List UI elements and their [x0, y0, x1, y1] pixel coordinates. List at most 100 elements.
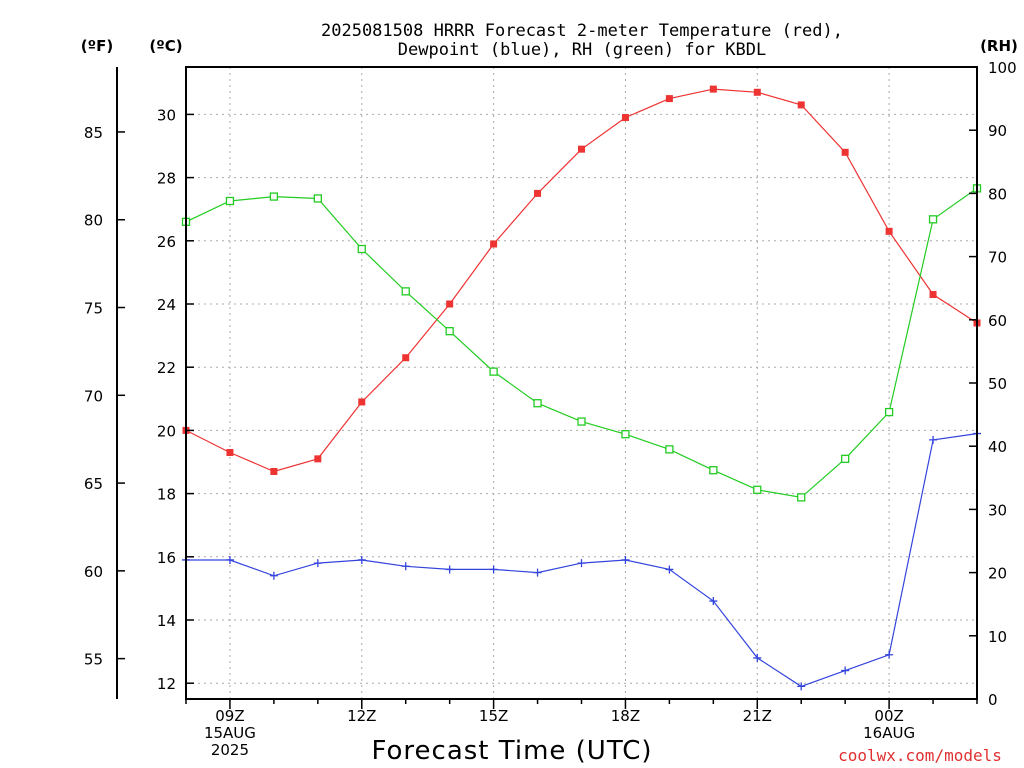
data-point-rh: [621, 430, 630, 439]
data-point-temperature: [709, 85, 717, 93]
data-point-temperature: [665, 95, 673, 103]
data-point-dewpoint: [929, 435, 938, 444]
data-point-temperature: [841, 148, 849, 156]
x-tick-label: 00Z: [874, 707, 903, 725]
data-point-dewpoint: [489, 565, 498, 574]
celsius-tick-label: 28: [157, 170, 176, 188]
data-point-temperature: [929, 291, 937, 299]
data-point-temperature: [314, 455, 322, 463]
rh-tick-label: 0: [988, 691, 998, 709]
rh-tick-label: 100: [988, 59, 1017, 77]
x-tick-label: 2025: [211, 741, 249, 759]
data-point-rh: [445, 327, 454, 336]
celsius-tick-label: 18: [157, 486, 176, 504]
data-point-temperature: [270, 467, 278, 475]
data-point-dewpoint: [665, 565, 674, 574]
rh-tick-label: 90: [988, 122, 1007, 140]
data-point-temperature: [446, 300, 454, 308]
data-point-rh: [753, 485, 762, 494]
data-point-temperature: [578, 145, 585, 153]
data-point-rh: [577, 417, 586, 426]
x-tick-label: 21Z: [743, 707, 772, 725]
celsius-tick-label: 26: [157, 233, 176, 251]
data-point-temperature: [797, 101, 805, 109]
rh-tick-label: 30: [988, 501, 1007, 519]
data-point-rh: [225, 196, 235, 206]
data-point-dewpoint: [401, 562, 410, 571]
series-layer: [181, 85, 982, 691]
data-point-dewpoint: [269, 571, 278, 580]
fahrenheit-tick-label: 75: [84, 300, 103, 318]
data-point-temperature: [226, 449, 234, 457]
x-tick-label: 16AUG: [863, 724, 915, 742]
data-point-temperature: [402, 354, 410, 362]
fahrenheit-tick-label: 60: [84, 563, 103, 581]
fahrenheit-unit-label: (ºF): [81, 37, 113, 55]
data-point-temperature: [885, 227, 893, 235]
data-point-rh: [797, 493, 806, 502]
axes-layer: 12 14 16 18 20 22 24 26 28 30 55 60 65 70 75 80 85 0 10 20 3…: [84, 59, 1017, 759]
data-point-dewpoint: [885, 650, 894, 659]
data-point-dewpoint: [753, 653, 762, 662]
rh-tick-label: 40: [988, 438, 1007, 456]
celsius-tick-label: 30: [157, 106, 176, 124]
data-point-rh: [269, 192, 279, 201]
data-point-dewpoint: [445, 565, 454, 574]
celsius-tick-label: 24: [157, 296, 176, 314]
celsius-tick-label: 16: [157, 549, 176, 567]
credit-text: coolwx.com/models: [838, 746, 1002, 765]
celsius-unit-label: (ºC): [149, 37, 182, 55]
data-point-dewpoint: [797, 682, 806, 691]
x-tick-label: 18Z: [611, 707, 640, 725]
plot-frame: [185, 66, 978, 700]
data-point-rh: [489, 367, 498, 376]
celsius-tick-label: 22: [157, 359, 176, 377]
fahrenheit-tick-label: 85: [84, 124, 103, 142]
data-point-dewpoint: [841, 666, 850, 675]
data-point-dewpoint: [577, 559, 586, 568]
data-point-dewpoint: [533, 568, 542, 577]
x-tick-label: 09Z: [215, 707, 244, 725]
celsius-tick-label: 14: [157, 612, 176, 630]
x-tick-label: 15AUG: [204, 724, 256, 742]
fahrenheit-tick-label: 80: [84, 212, 103, 230]
rh-tick-label: 20: [988, 565, 1007, 583]
chart-title-line-2: Dewpoint (blue), RH (green) for KBDL: [398, 40, 766, 60]
rh-tick-label: 80: [988, 185, 1007, 203]
data-point-temperature: [753, 88, 761, 96]
data-point-dewpoint: [709, 597, 718, 606]
rh-tick-label: 10: [988, 628, 1007, 646]
rh-tick-label: 50: [988, 375, 1007, 393]
x-tick-label: 12Z: [347, 707, 376, 725]
fahrenheit-tick-label: 55: [84, 651, 103, 669]
celsius-tick-label: 12: [157, 675, 176, 693]
data-point-dewpoint: [357, 555, 366, 564]
chart-title-line-1: 2025081508 HRRR Forecast 2-meter Tempera…: [321, 21, 843, 41]
rh-tick-label: 70: [988, 249, 1007, 267]
data-point-rh: [665, 445, 674, 454]
data-point-temperature: [534, 189, 542, 197]
data-point-rh: [884, 407, 894, 417]
grid-lines: [186, 67, 977, 699]
fahrenheit-tick-label: 70: [84, 387, 103, 405]
data-point-rh: [357, 244, 366, 254]
data-point-rh: [709, 466, 718, 475]
data-point-rh: [928, 215, 938, 224]
data-point-temperature: [358, 398, 366, 406]
data-point-rh: [533, 399, 542, 408]
data-point-dewpoint: [225, 555, 234, 564]
fahrenheit-tick-label: 65: [84, 475, 103, 493]
rh-tick-label: 60: [988, 312, 1007, 330]
celsius-tick-label: 20: [157, 422, 176, 440]
data-point-dewpoint: [621, 555, 630, 564]
x-tick-label: 15Z: [479, 707, 508, 725]
data-point-rh: [401, 287, 410, 296]
data-point-rh: [841, 454, 850, 463]
x-axis-label: Forecast Time (UTC): [371, 736, 652, 766]
data-point-rh: [313, 194, 322, 203]
rh-unit-label: (RH): [980, 37, 1018, 55]
data-point-dewpoint: [313, 559, 322, 568]
data-point-temperature: [621, 114, 629, 122]
series-line-rh: [185, 187, 978, 499]
